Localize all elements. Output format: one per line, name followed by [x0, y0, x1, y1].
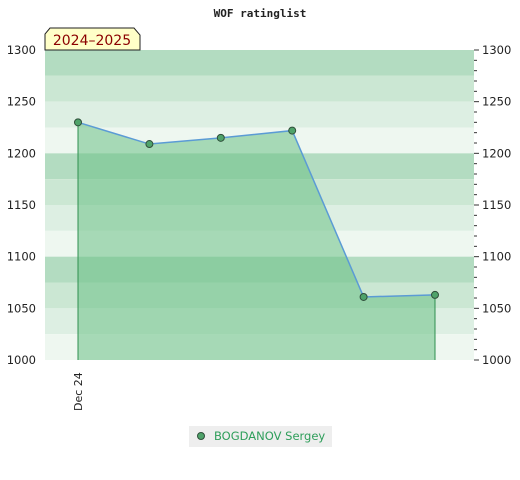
y-tick-label: 1150: [7, 198, 36, 212]
y-tick-label: 1300: [482, 43, 511, 57]
plot-band: [45, 101, 474, 128]
season-badge: 2024–2025: [44, 27, 141, 51]
data-point[interactable]: [216, 133, 225, 142]
y-tick-label: 1050: [7, 301, 36, 315]
season-badge-box: [44, 27, 141, 51]
y-tick-label: 1150: [482, 198, 511, 212]
series-line: [77, 121, 436, 298]
x-axis: Dec 24: [72, 372, 85, 411]
y-tick-label: 1100: [482, 250, 511, 264]
y-tick-label: 1300: [7, 43, 36, 57]
data-point[interactable]: [359, 292, 368, 301]
plot-band: [45, 50, 474, 76]
data-point[interactable]: [74, 118, 82, 127]
x-tick-label: Dec 24: [72, 372, 85, 411]
series-area: [78, 122, 435, 360]
y-tick-label: 1250: [7, 95, 36, 109]
legend-label[interactable]: BOGDANOV Sergey: [214, 429, 325, 443]
series-bogdanov: [74, 118, 439, 360]
data-point[interactable]: [431, 290, 439, 299]
y-axis-right: 1000 1050 1100 1150 1200 1250 1300: [474, 43, 511, 367]
data-point[interactable]: [288, 126, 297, 135]
y-tick-label: 1250: [482, 95, 511, 109]
y-tick-label: 1200: [7, 146, 36, 160]
season-label: 2024–2025: [53, 33, 131, 49]
legend-box: [189, 426, 332, 447]
y-axis-left: 1000 1050 1100 1150 1200 1250 1300: [7, 43, 36, 367]
data-point[interactable]: [145, 140, 154, 149]
y-tick-label: 1200: [482, 146, 511, 160]
chart-title: WOF ratinglist: [214, 7, 307, 20]
legend[interactable]: BOGDANOV Sergey: [189, 426, 332, 447]
y-tick-label: 1000: [7, 353, 36, 367]
y-tick-label: 1000: [482, 353, 511, 367]
y-tick-label: 1050: [482, 301, 511, 315]
legend-marker-icon: [197, 432, 205, 440]
y-tick-label: 1100: [7, 250, 36, 264]
plot-band: [45, 75, 474, 102]
